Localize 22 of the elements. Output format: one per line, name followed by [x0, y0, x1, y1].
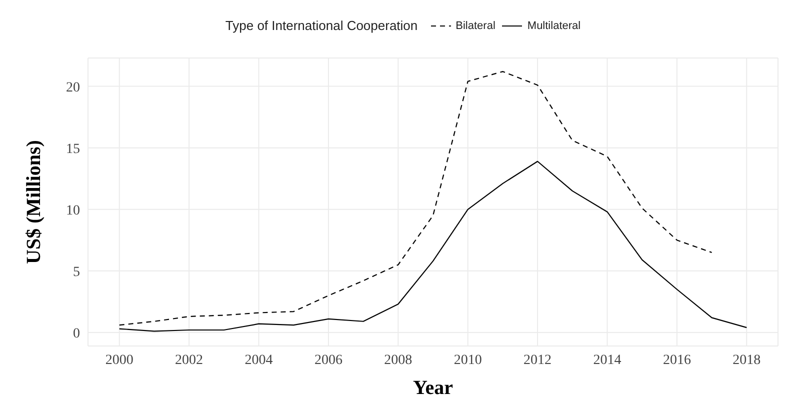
x-tick-label: 2008 — [384, 352, 412, 368]
y-tick-label: 15 — [66, 142, 80, 157]
y-tick-label: 10 — [66, 203, 80, 218]
legend-title: Type of International Cooperation — [225, 18, 418, 33]
x-tick-label: 2006 — [314, 352, 342, 368]
y-tick-label: 5 — [73, 264, 80, 280]
x-tick-label: 2014 — [593, 352, 622, 368]
line-series — [118, 70, 712, 326]
x-tick-label: 2016 — [662, 352, 691, 368]
x-tick-label: 2012 — [524, 352, 552, 368]
y-axis-title: US$ (Millions) — [23, 140, 46, 264]
y-tick-label: 20 — [66, 80, 80, 96]
x-tick-label: 2002 — [175, 352, 204, 368]
y-tick-label: 0 — [73, 326, 80, 342]
x-tick-label: 2010 — [454, 352, 482, 368]
legend-label: Bilateral — [454, 20, 496, 32]
x-tick-label: 2018 — [732, 352, 761, 368]
x-tick-label: 2004 — [244, 352, 273, 368]
line-series — [118, 160, 748, 332]
legend-label: Multilateral — [526, 20, 581, 32]
x-axis-title: Year — [413, 377, 454, 399]
x-tick-label: 2000 — [105, 352, 134, 368]
